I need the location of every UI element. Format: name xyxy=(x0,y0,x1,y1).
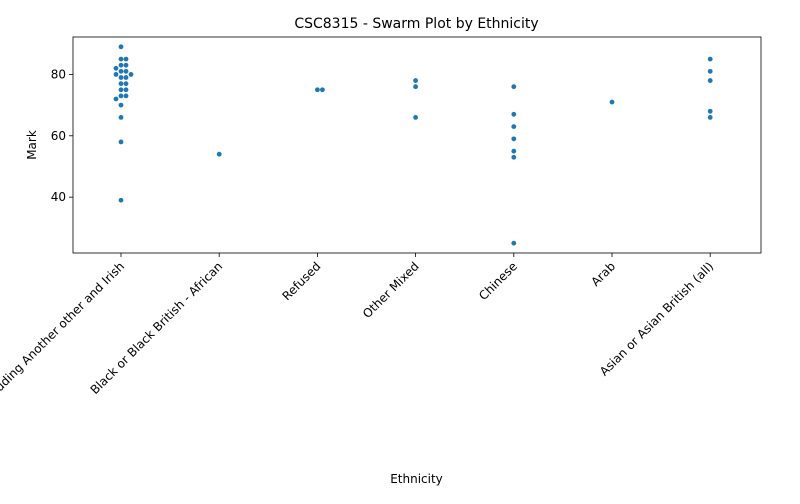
x-tick-label: Asian or Asian British (all) xyxy=(597,259,716,378)
y-axis-label: Mark xyxy=(25,130,39,160)
data-point xyxy=(123,68,129,74)
data-point xyxy=(113,65,119,71)
data-point xyxy=(511,124,517,129)
data-point xyxy=(118,44,124,50)
data-point xyxy=(511,154,517,160)
x-tick-label: White including Another other and Irish xyxy=(0,259,127,436)
data-point xyxy=(123,93,129,99)
data-point xyxy=(118,62,124,68)
x-axis-label: Ethnicity xyxy=(390,472,443,486)
data-point xyxy=(123,75,129,80)
data-point xyxy=(609,99,615,105)
data-point xyxy=(320,87,325,93)
y-axis: 40 60 80 xyxy=(51,67,73,204)
plot-area xyxy=(72,36,762,254)
data-point xyxy=(707,114,713,120)
data-point xyxy=(128,72,134,77)
data-point xyxy=(511,111,517,117)
data-point xyxy=(707,56,713,62)
chart-title: CSC8315 - Swarm Plot by Ethnicity xyxy=(294,16,538,32)
data-point xyxy=(413,78,418,83)
x-tick-label: Refused xyxy=(279,259,323,303)
data-point xyxy=(413,114,418,120)
data-point xyxy=(315,87,320,93)
data-point xyxy=(216,151,222,157)
data-point xyxy=(123,87,129,93)
data-point xyxy=(707,68,713,74)
data-point xyxy=(123,56,129,62)
data-point xyxy=(511,240,517,246)
y-tick-label: 40 xyxy=(51,190,66,204)
data-points xyxy=(113,44,713,246)
data-point xyxy=(113,96,119,102)
data-point xyxy=(118,87,124,93)
data-point xyxy=(113,72,119,77)
x-tick-label: Chinese xyxy=(476,259,520,303)
data-point xyxy=(123,81,129,87)
data-point xyxy=(118,139,124,145)
data-point xyxy=(413,84,418,90)
x-tick-label: Arab xyxy=(588,259,618,289)
data-point xyxy=(118,75,124,80)
y-tick-label: 80 xyxy=(51,67,66,81)
data-point xyxy=(118,81,124,87)
data-point xyxy=(118,114,124,120)
data-point xyxy=(118,197,124,203)
y-tick-label: 60 xyxy=(51,129,66,143)
data-point xyxy=(707,108,713,114)
data-point xyxy=(707,78,713,83)
data-point xyxy=(118,56,124,62)
x-axis: White including Another other and IrishB… xyxy=(0,253,716,436)
x-tick-label: Other Mixed xyxy=(360,259,422,321)
data-point xyxy=(118,68,124,74)
data-point xyxy=(511,84,517,90)
data-point xyxy=(118,93,124,99)
data-point xyxy=(118,102,124,108)
data-point xyxy=(511,136,517,142)
data-point xyxy=(123,62,129,68)
data-point xyxy=(511,148,517,154)
